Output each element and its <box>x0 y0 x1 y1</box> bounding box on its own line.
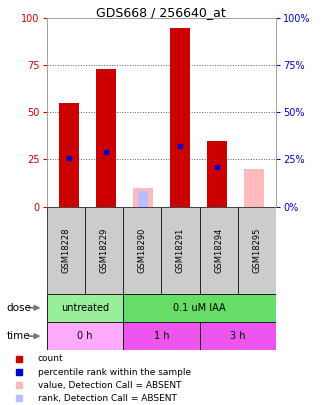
Text: GSM18291: GSM18291 <box>176 227 185 273</box>
Text: untreated: untreated <box>61 303 109 313</box>
Bar <box>200 207 238 294</box>
Bar <box>47 322 123 350</box>
Text: GSM18294: GSM18294 <box>214 227 223 273</box>
Bar <box>47 207 85 294</box>
Bar <box>161 207 200 294</box>
Bar <box>238 207 276 294</box>
Bar <box>169 28 190 207</box>
Text: 1 h: 1 h <box>153 331 169 341</box>
Text: GSM18295: GSM18295 <box>252 227 261 273</box>
Text: GSM18290: GSM18290 <box>138 227 147 273</box>
Text: percentile rank within the sample: percentile rank within the sample <box>38 368 191 377</box>
Bar <box>47 294 123 322</box>
Bar <box>244 169 264 207</box>
Text: 0 h: 0 h <box>77 331 92 341</box>
Text: GDS668 / 256640_at: GDS668 / 256640_at <box>96 6 225 19</box>
Bar <box>133 188 153 207</box>
Text: 3 h: 3 h <box>230 331 246 341</box>
Text: GSM18229: GSM18229 <box>100 227 108 273</box>
Bar <box>207 141 227 207</box>
Bar <box>200 322 276 350</box>
Text: dose: dose <box>6 303 31 313</box>
Text: time: time <box>6 331 30 341</box>
Bar <box>123 322 200 350</box>
Text: GSM18228: GSM18228 <box>61 227 70 273</box>
Bar <box>123 294 276 322</box>
Text: 0.1 uM IAA: 0.1 uM IAA <box>173 303 226 313</box>
Text: value, Detection Call = ABSENT: value, Detection Call = ABSENT <box>38 381 181 390</box>
Bar <box>58 103 79 207</box>
Bar <box>96 69 116 207</box>
Bar <box>85 207 123 294</box>
Bar <box>138 192 148 207</box>
Text: count: count <box>38 354 64 363</box>
Text: rank, Detection Call = ABSENT: rank, Detection Call = ABSENT <box>38 394 177 403</box>
Bar <box>123 207 161 294</box>
